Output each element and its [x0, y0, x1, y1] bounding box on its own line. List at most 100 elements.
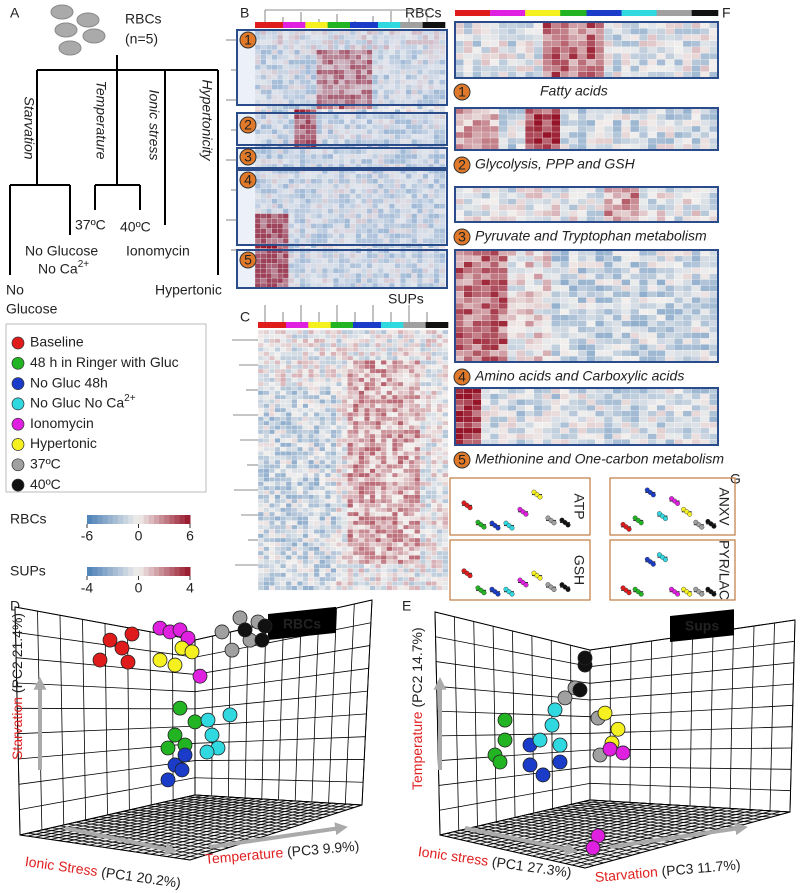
heatmap-cell [560, 199, 569, 205]
heatmap-cell [387, 343, 393, 348]
heatmap-cell [364, 499, 370, 504]
heatmap-cell [464, 210, 473, 216]
group-strip [387, 322, 393, 328]
heatmap-cell [370, 339, 376, 344]
heatmap-cell [359, 421, 365, 426]
heatmap-cell [375, 443, 381, 448]
heatmap-cell [551, 53, 560, 59]
heatmap-cell [414, 460, 420, 465]
group-strip [283, 22, 289, 28]
heatmap-cell [370, 373, 376, 378]
leaf-label: No [6, 282, 24, 298]
heatmap-cell [409, 399, 415, 404]
heatmap-cell [258, 555, 264, 560]
heatmap-cell [308, 464, 314, 469]
heatmap-cell [275, 521, 281, 526]
heatmap-cell [319, 534, 325, 539]
heatmap-cell [392, 378, 398, 383]
heatmap-cell [639, 210, 648, 216]
heatmap-cell [455, 120, 464, 126]
heatmap-cell [543, 297, 552, 303]
heatmap-cell [431, 386, 437, 391]
heatmap-cell [280, 469, 286, 474]
colorbar-tick-label: -4 [81, 580, 94, 596]
group-strip [683, 10, 692, 16]
heatmap-cell [375, 551, 381, 556]
heatmap-cell [437, 443, 443, 448]
heatmap-cell [473, 120, 482, 126]
heatmap-cell [613, 132, 622, 138]
heatmap-cell [508, 256, 517, 262]
heatmap-cell [392, 473, 398, 478]
heatmap-cell [409, 408, 415, 413]
heatmap-cell [639, 199, 648, 205]
heatmap-cell [292, 443, 298, 448]
heatmap-cell [499, 256, 508, 262]
heatmap-cell [297, 555, 303, 560]
heatmap-cell [264, 365, 270, 370]
heatmap-cell [342, 347, 348, 352]
heatmap-cell [414, 538, 420, 543]
heatmap-cell [292, 386, 298, 391]
heatmap-cell [336, 512, 342, 517]
heatmap-cell [353, 373, 359, 378]
heatmap-cell [455, 291, 464, 297]
heatmap-cell [314, 447, 320, 452]
heatmap-cell [455, 132, 464, 138]
heatmap-cell [297, 443, 303, 448]
heatmap-cell [420, 386, 426, 391]
heatmap-cell [569, 279, 578, 285]
heatmap-cell [387, 352, 393, 357]
heatmap-cell [455, 59, 464, 65]
heatmap-cell [639, 193, 648, 199]
heatmap-cell [613, 120, 622, 126]
heatmap-cell [534, 291, 543, 297]
heatmap-cell [342, 386, 348, 391]
heatmap-cell [508, 193, 517, 199]
colorbar-step [139, 515, 145, 524]
heatmap-cell [319, 529, 325, 534]
heatmap-cell [303, 369, 309, 374]
heatmap-cell [331, 564, 337, 569]
heatmap-cell [359, 443, 365, 448]
group-strip [499, 10, 508, 16]
heatmap-cell [648, 34, 657, 40]
heatmap-cell [551, 262, 560, 268]
heatmap-cell [269, 356, 275, 361]
legend-label: 40ºC [30, 476, 61, 492]
heatmap-cell [258, 382, 264, 387]
heatmap-cell [481, 199, 490, 205]
heatmap-cell [692, 256, 701, 262]
heatmap-cell [665, 291, 674, 297]
colorbar-step [118, 567, 124, 576]
heatmap-cell [437, 503, 443, 508]
group-strip [439, 22, 445, 28]
heatmap-cell [375, 482, 381, 487]
heatmap-cell [543, 285, 552, 291]
heatmap-cell [648, 126, 657, 132]
colorbar-step [102, 567, 108, 576]
heatmap-cell [622, 210, 631, 216]
heatmap-cell [364, 486, 370, 491]
heatmap-cell [392, 521, 398, 526]
heatmap-cell [364, 568, 370, 573]
heatmap-cell [370, 412, 376, 417]
heatmap-cell [297, 347, 303, 352]
heatmap-cell [534, 297, 543, 303]
heatmap-cell [398, 490, 404, 495]
heatmap-cell [551, 47, 560, 53]
group-strip [361, 22, 367, 28]
heatmap-cell [403, 391, 409, 396]
heatmap-cell [308, 551, 314, 556]
heatmap-cell [409, 434, 415, 439]
panel-letter: A [10, 5, 20, 21]
group-strip [587, 10, 596, 16]
heatmap-cell [437, 499, 443, 504]
heatmap-cell [347, 581, 353, 586]
heatmap-cell [347, 421, 353, 426]
heatmap-cell [431, 447, 437, 452]
heatmap-cell [297, 508, 303, 513]
heatmap-cell [431, 356, 437, 361]
heatmap-cell [258, 568, 264, 573]
heatmap-cell [665, 199, 674, 205]
